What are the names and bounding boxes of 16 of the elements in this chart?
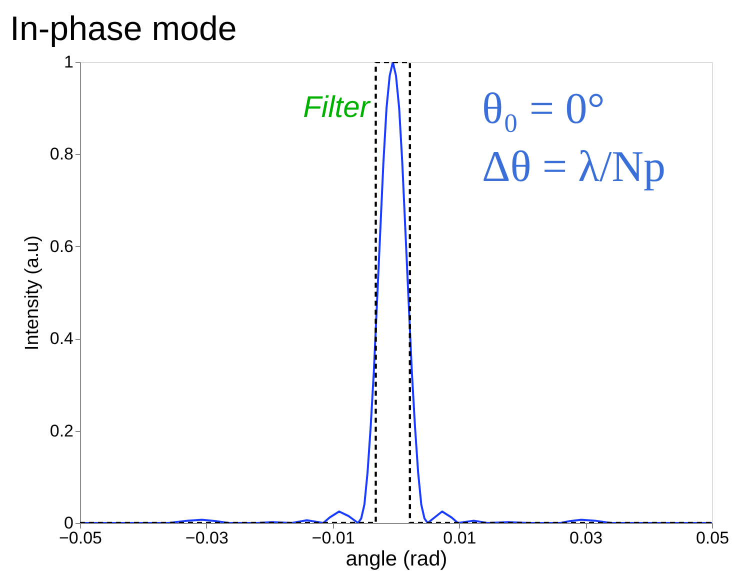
chart-title: In-phase mode [10,10,237,48]
y-tick-label: 0.4 [50,329,74,348]
x-tick-label: 0.05 [696,528,730,548]
x-tick-label: −0.03 [185,528,228,548]
y-tick-label: 0.2 [50,421,74,440]
annotation: Δθ = λ/Np [482,142,666,191]
annotation: Filter [303,91,371,124]
y-tick-label: 0.6 [50,236,74,256]
x-tick-label: 0.01 [443,528,476,548]
x-axis-title: angle (rad) [346,548,448,570]
x-tick-label: 0.03 [570,528,603,548]
y-tick-label: 1 [64,52,74,72]
y-axis-title: Intensity (a.u) [22,235,43,351]
y-tick-label: 0.8 [50,144,74,164]
x-tick-label: −0.01 [312,528,355,548]
annotation: θ₀ = 0° [482,84,605,133]
